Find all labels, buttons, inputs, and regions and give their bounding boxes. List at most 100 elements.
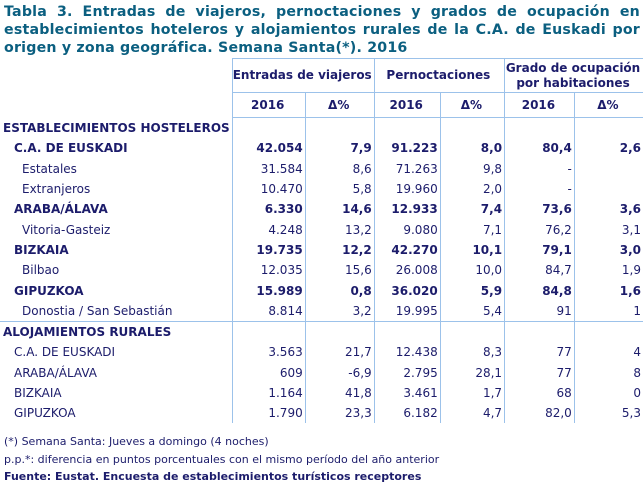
source-note: Fuente: Eustat. Encuesta de establecimie… [4, 470, 422, 483]
cell-value: 3,0 [573, 239, 643, 261]
cell-value: 8,6 [304, 158, 375, 179]
table-row: BIZKAIA 1.164 41,8 3.461 1,7 68 0 [0, 382, 643, 404]
cell-value: - [504, 178, 575, 200]
cell-value: 3.563 [231, 342, 306, 363]
cell-value: 13,2 [304, 219, 375, 240]
table-row: Bilbao 12.035 15,6 26.008 10,0 84,7 1,9 [0, 260, 643, 281]
cell-value: 19.960 [373, 178, 441, 200]
cell-value: 91.223 [373, 138, 441, 159]
cell-value: 5,9 [439, 280, 505, 301]
table-row: C.A. DE EUSKADI 3.563 21,7 12.438 8,3 77 4 [0, 342, 643, 363]
cell-value: 6.330 [231, 199, 306, 220]
cell-value: 10,1 [439, 239, 505, 261]
cell-value: 77 [504, 362, 575, 383]
cell-value: 23,3 [304, 403, 375, 424]
cell-value: 8.814 [231, 300, 306, 322]
row-label: C.A. DE EUSKADI [14, 141, 128, 156]
cell-value: 1,7 [439, 382, 505, 404]
cell-value: 2,6 [573, 138, 643, 159]
title-line: origen y zona geográfica. Semana Santa(*… [4, 40, 408, 56]
cell-value: 2,0 [439, 178, 505, 200]
cell-value: 8 [573, 362, 643, 383]
row-label: Vitoria-Gasteiz [22, 222, 111, 237]
header-row-sub: 2016 Δ% 2016 Δ% 2016 Δ% [0, 92, 643, 118]
cell-value: 19.735 [231, 239, 306, 261]
row-label: C.A. DE EUSKADI [14, 345, 116, 360]
cell-value: 1.164 [231, 382, 306, 404]
cell-value: 8,0 [439, 138, 505, 159]
row-label: ARABA/ÁLAVA [14, 365, 98, 380]
cell-value: 42.270 [373, 239, 441, 261]
cell-value: 77 [504, 342, 575, 363]
row-label: BIZKAIA [14, 386, 62, 400]
header-year: 2016 [373, 92, 441, 118]
header-row-groups: Entradas de viajeros Pernoctaciones Grad… [0, 58, 643, 93]
cell-value [573, 178, 643, 200]
cell-value: 76,2 [504, 219, 575, 240]
table-row: BIZKAIA 19.735 12,2 42.270 10,1 79,1 3,0 [0, 239, 643, 261]
cell-value: 10.470 [231, 178, 306, 200]
cell-value: 79,1 [504, 239, 575, 261]
cell-value: 9,8 [439, 158, 505, 179]
cell-value: 3,2 [304, 300, 375, 322]
table-title: Tabla 3. Entradas de viajeros, pernoctac… [4, 3, 640, 57]
cell-value: 71.263 [373, 158, 441, 179]
row-label: GIPUZKOA [14, 283, 84, 298]
cell-value [573, 158, 643, 179]
cell-value: 19.995 [373, 300, 441, 322]
footnote-semana-santa: (*) Semana Santa: Jueves a domingo (4 no… [4, 435, 269, 448]
cell-value: 36.020 [373, 280, 441, 301]
cell-value: 5,3 [573, 403, 643, 424]
cell-value: 5,4 [439, 300, 505, 322]
cell-value: 0 [573, 382, 643, 404]
row-label: Estatales [22, 161, 77, 176]
row-label: Donostia / San Sebastián [0, 300, 233, 322]
section-label: ESTABLECIMIENTOS HOSTELEROS [3, 120, 230, 135]
cell-value: 26.008 [373, 260, 441, 281]
cell-value: 8,3 [439, 342, 505, 363]
cell-value: 28,1 [439, 362, 505, 383]
row-label: BIZKAIA [14, 242, 69, 257]
header-year: 2016 [504, 92, 575, 118]
cell-value: 0,8 [304, 280, 375, 301]
cell-value: 68 [504, 382, 575, 404]
section-label: ALOJAMIENTOS RURALES [0, 320, 233, 343]
data-table: Entradas de viajeros Pernoctaciones Grad… [0, 58, 643, 424]
cell-value: 609 [231, 362, 306, 383]
table-row: GIPUZKOA 15.989 0,8 36.020 5,9 84,8 1,6 [0, 280, 643, 301]
cell-value: 12.438 [373, 342, 441, 363]
cell-value: 1 [573, 300, 643, 322]
cell-value: 5,8 [304, 178, 375, 200]
table-row: Vitoria-Gasteiz 4.248 13,2 9.080 7,1 76,2 3,1 [0, 219, 643, 240]
cell-value: 15,6 [304, 260, 375, 281]
cell-value: 91 [504, 300, 575, 322]
row-label: Bilbao [22, 263, 60, 278]
table-row: Donostia / San Sebastián 8.814 3,2 19.995 5,… [0, 300, 643, 322]
header-grado-line2: por habitaciones [516, 75, 630, 90]
table-row: C.A. DE EUSKADI 42.054 7,9 91.223 8,0 80,4 2,6 [0, 138, 643, 159]
cell-value: 7,1 [439, 219, 505, 240]
cell-value: -6,9 [304, 362, 375, 383]
footnote-pp: p.p.*: diferencia en puntos porcentuales… [4, 453, 440, 466]
cell-value: 21,7 [304, 342, 375, 363]
table-row: ARABA/ÁLAVA 6.330 14,6 12.933 7,4 73,6 3,6 [0, 199, 643, 220]
cell-value: 10,0 [439, 260, 505, 281]
cell-value: 1,6 [573, 280, 643, 301]
cell-value: 31.584 [231, 158, 306, 179]
title-line: establecimientos hoteleros y alojamiento… [4, 22, 640, 38]
header-delta: Δ% [439, 92, 505, 118]
cell-value: 12,2 [304, 239, 375, 261]
table-row: Extranjeros 10.470 5,8 19.960 2,0- [0, 178, 643, 200]
section-header-row: ESTABLECIMIENTOS HOSTELEROS [0, 117, 643, 139]
cell-value: 80,4 [504, 138, 575, 159]
cell-value: 4 [573, 342, 643, 363]
header-grado: Grado de ocupación por habitaciones [504, 58, 643, 93]
header-grado-line1: Grado de ocupación [505, 60, 641, 75]
cell-value: 6.182 [373, 403, 441, 424]
cell-value: - [504, 158, 575, 179]
cell-value: 7,9 [304, 138, 375, 159]
cell-value: 12.933 [373, 199, 441, 220]
cell-value: 3,6 [573, 199, 643, 220]
header-entradas: Entradas de viajeros [231, 58, 375, 93]
cell-value: 73,6 [504, 199, 575, 220]
